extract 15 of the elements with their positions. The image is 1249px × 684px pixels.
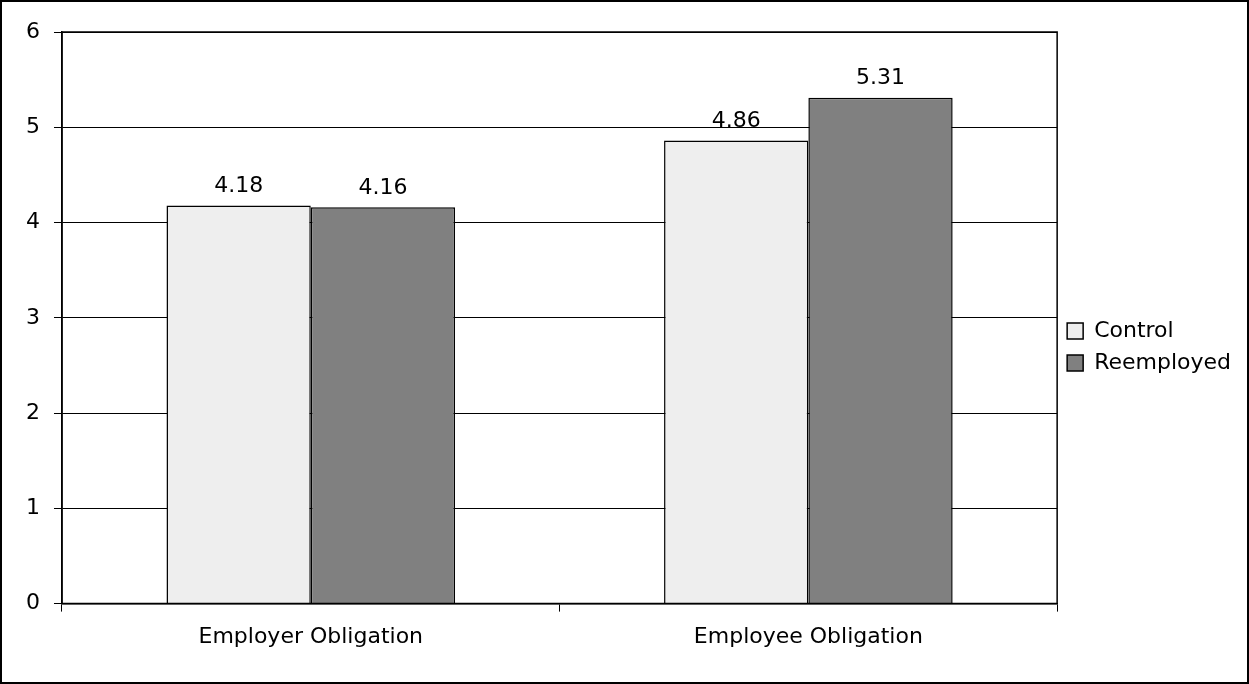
- y-tick-label: 6: [26, 17, 40, 43]
- x-tick-label: Employee Obligation: [693, 622, 923, 648]
- data-label: 4.18: [214, 172, 264, 198]
- x-tick-label: Employer Obligation: [198, 622, 424, 648]
- legend-label: Control: [1094, 316, 1174, 342]
- data-label: 5.31: [856, 64, 905, 90]
- y-tick-label: 5: [26, 112, 40, 138]
- y-tick-label: 4: [26, 208, 40, 234]
- y-tick-label: 2: [26, 398, 40, 424]
- data-label: 4.16: [358, 174, 408, 200]
- data-label: 4.86: [711, 107, 761, 133]
- legend-label: Reemployed: [1094, 348, 1231, 374]
- y-tick-label: 3: [26, 303, 40, 329]
- y-tick-label: 1: [26, 494, 40, 520]
- y-tick-label: 0: [26, 589, 40, 615]
